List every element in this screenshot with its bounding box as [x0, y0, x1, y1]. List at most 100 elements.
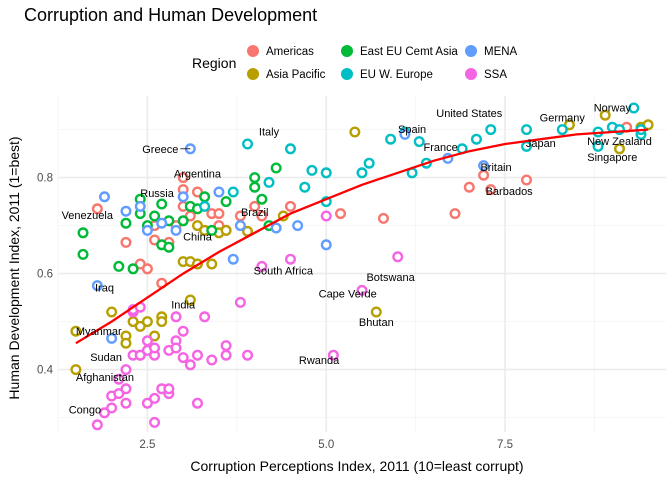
data-point	[156, 217, 168, 229]
annotation-label: Congo	[69, 405, 101, 417]
data-point	[127, 263, 139, 275]
data-point	[599, 109, 611, 121]
legend-key	[465, 68, 477, 80]
data-point	[614, 143, 626, 155]
annotation-label: Bhutan	[359, 317, 394, 329]
data-point	[470, 133, 482, 145]
data-point	[199, 200, 211, 212]
data-point	[184, 359, 196, 371]
data-point	[113, 260, 125, 272]
data-point	[113, 373, 125, 385]
data-point	[449, 208, 461, 220]
data-point	[485, 184, 497, 196]
legend-key	[341, 45, 353, 57]
x-tick-label: 2.5	[139, 439, 155, 451]
data-point	[556, 124, 568, 136]
data-point	[249, 200, 261, 212]
data-point	[335, 208, 347, 220]
annotation-label: South Africa	[254, 265, 314, 277]
data-point	[177, 352, 189, 364]
annotation-label: Greece	[142, 144, 178, 156]
annotation-label: Afghanistan	[76, 372, 134, 384]
data-point	[377, 212, 389, 224]
annotation-label: Japan	[526, 138, 556, 150]
legend-label: MENA	[484, 46, 518, 58]
legend-key	[247, 45, 259, 57]
data-point	[149, 342, 161, 354]
data-point	[292, 220, 304, 232]
data-point	[220, 224, 232, 236]
data-point	[120, 397, 132, 409]
data-point	[120, 205, 132, 217]
data-point	[106, 332, 118, 344]
data-point	[356, 284, 368, 296]
data-point	[70, 325, 82, 337]
annotation-label: Russia	[140, 188, 175, 200]
annotation-label: Venezuela	[62, 210, 114, 222]
data-point	[206, 224, 218, 236]
data-point	[270, 222, 282, 234]
data-point	[249, 172, 261, 184]
data-point	[120, 383, 132, 395]
x-tick-label: 5.0	[318, 439, 334, 451]
data-point	[149, 416, 161, 428]
data-point	[521, 174, 533, 186]
data-point	[284, 143, 296, 155]
data-point	[120, 217, 132, 229]
legend-key	[465, 45, 477, 57]
data-point	[177, 191, 189, 203]
data-point	[91, 280, 103, 292]
data-point	[98, 191, 110, 203]
annotation-label: Singapore	[587, 152, 637, 164]
data-point	[249, 181, 261, 193]
annotation-label: Britain	[480, 162, 511, 174]
data-point	[563, 119, 575, 131]
annotation-label: Sudan	[90, 352, 122, 364]
annotation-label: Barbados	[486, 186, 534, 198]
annotation-label: New Zealand	[587, 136, 652, 148]
data-point	[149, 330, 161, 342]
data-point	[77, 248, 89, 260]
annotation-label: France	[424, 142, 458, 154]
data-point	[220, 196, 232, 208]
data-point	[98, 407, 110, 419]
data-point	[299, 181, 311, 193]
data-point	[392, 251, 404, 263]
annotation-label: Italy	[259, 127, 280, 139]
data-point	[149, 210, 161, 222]
data-point	[463, 181, 475, 193]
data-point	[270, 162, 282, 174]
data-point	[199, 311, 211, 323]
data-point	[170, 342, 182, 354]
data-point	[120, 337, 132, 349]
trend-line	[75, 128, 649, 345]
annotation-label: Spain	[398, 124, 426, 136]
data-point	[184, 294, 196, 306]
data-point	[284, 200, 296, 212]
data-point	[134, 258, 146, 270]
y-tick-label: 0.4	[37, 365, 54, 377]
annotation-label: United States	[436, 108, 503, 120]
data-point	[349, 126, 361, 138]
data-point	[521, 124, 533, 136]
data-point	[385, 133, 397, 145]
data-point	[149, 392, 161, 404]
data-point	[141, 397, 153, 409]
data-point	[234, 296, 246, 308]
data-point	[478, 160, 490, 172]
data-point	[120, 364, 132, 376]
legend-label: SSA	[484, 69, 507, 81]
annotation-label: India	[171, 299, 196, 311]
data-point	[134, 200, 146, 212]
data-point	[485, 124, 497, 136]
data-point	[306, 164, 318, 176]
data-point	[191, 349, 203, 361]
legend-label: Asia Pacific	[266, 69, 326, 81]
annotation-label: Botswana	[366, 272, 415, 284]
data-point	[356, 167, 368, 179]
data-point	[642, 119, 654, 131]
annotation-label: China	[183, 231, 213, 243]
data-point	[106, 306, 118, 318]
data-point	[199, 191, 211, 203]
